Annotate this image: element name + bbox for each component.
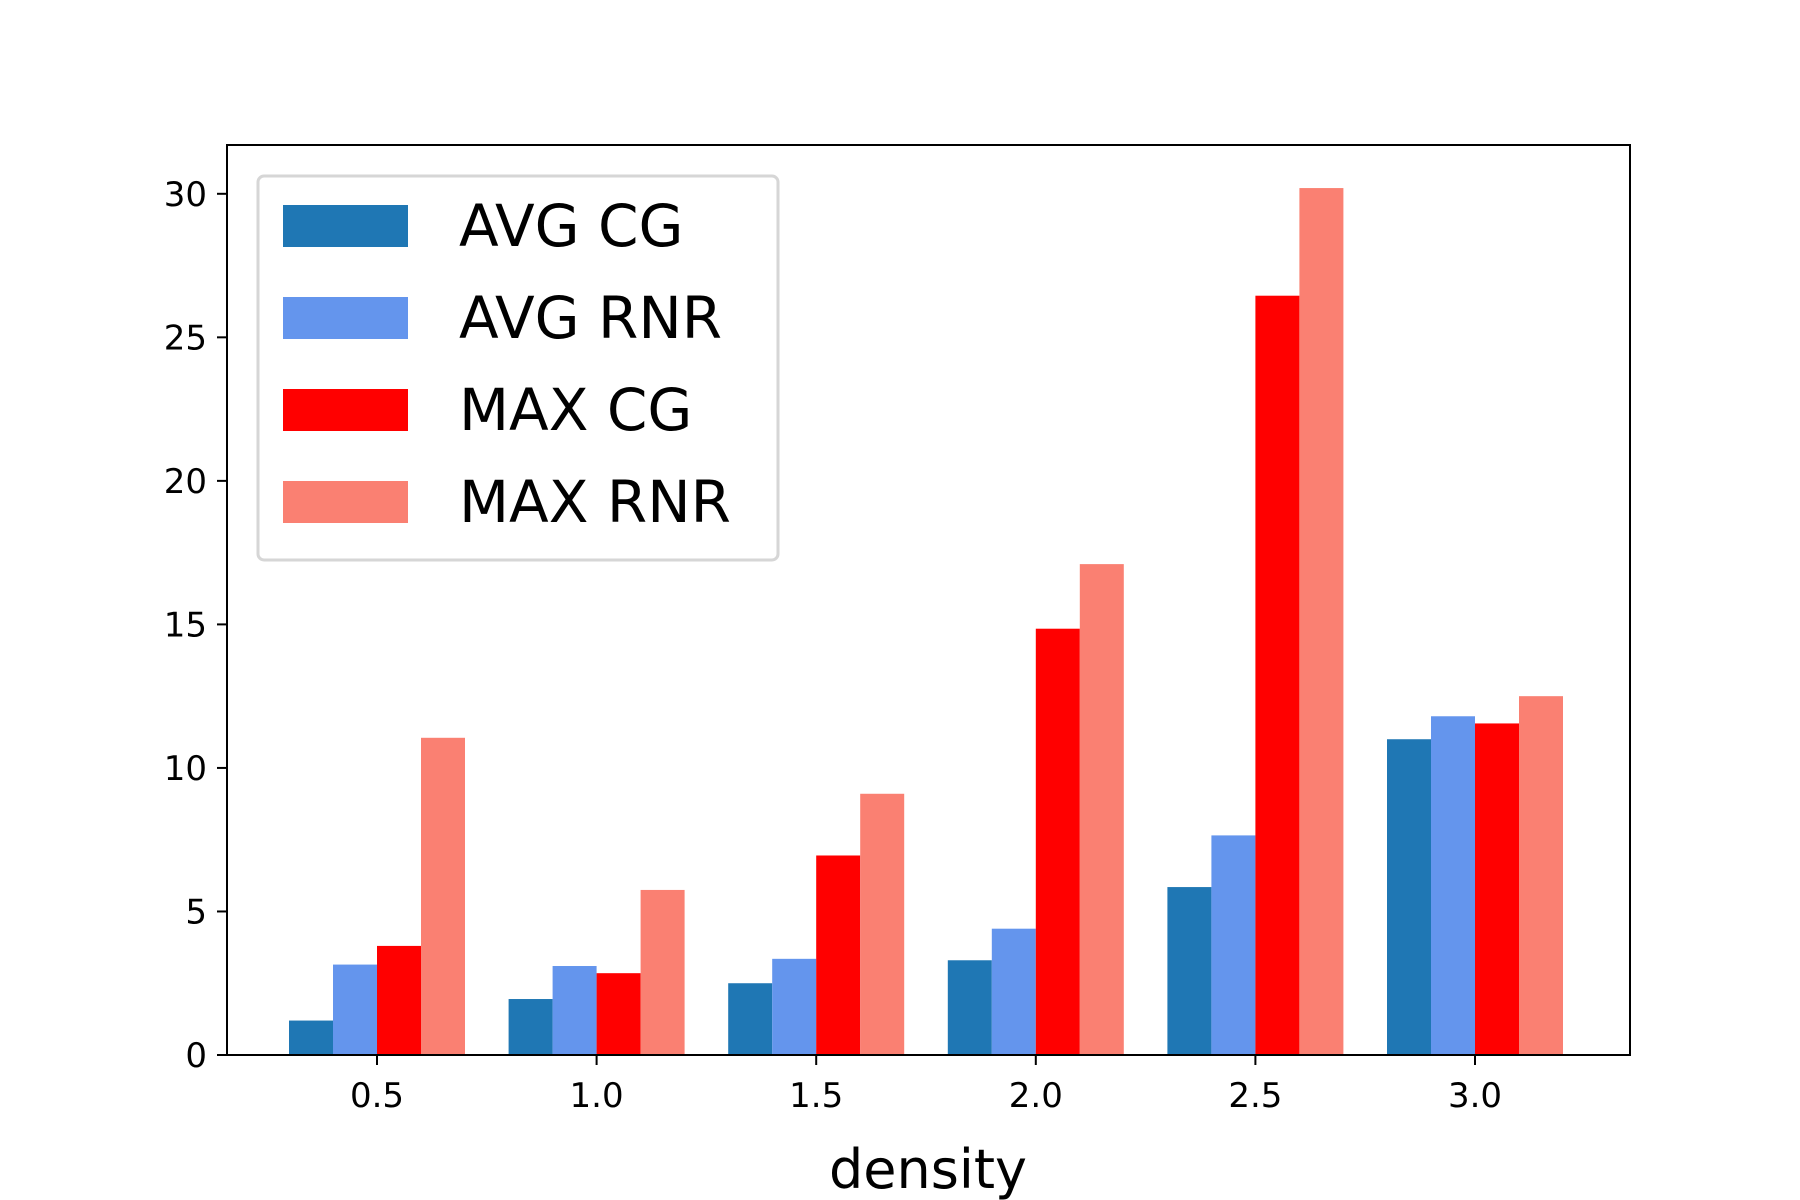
y-axis: 0 5 10 15 20 25 30: [164, 175, 227, 1076]
y-tick-label: 10: [164, 749, 207, 789]
x-tick-label: 2.5: [1228, 1076, 1282, 1116]
x-tick-label: 1.0: [570, 1076, 624, 1116]
bar-avg-cg-1.5: [728, 983, 773, 1055]
bar-max-rnr-2.5: [1299, 188, 1344, 1055]
x-axis: 0.5 1.0 1.5 2.0 2.5 3.0: [350, 1055, 1502, 1116]
bar-max-cg-1.0: [596, 973, 641, 1055]
legend-label-avg-rnr: AVG RNR: [459, 284, 722, 352]
x-tick-label: 2.0: [1009, 1076, 1063, 1116]
legend-swatch-avg-cg: [283, 205, 408, 247]
bar-avg-rnr-1.5: [772, 958, 817, 1055]
y-tick-label: 15: [164, 605, 207, 645]
y-tick-label: 0: [185, 1036, 207, 1076]
legend-frame: [256, 174, 780, 562]
bar-avg-rnr-2.0: [991, 928, 1036, 1055]
bar-max-cg-0.5: [377, 945, 421, 1055]
bar-avg-cg-3.0: [1387, 739, 1431, 1055]
x-axis-title: density: [829, 1138, 1027, 1200]
legend-label-max-rnr: MAX RNR: [459, 468, 731, 536]
y-tick-label: 30: [164, 175, 207, 215]
bar-max-rnr-1.5: [860, 793, 905, 1055]
bar-max-rnr-2.0: [1079, 564, 1124, 1055]
bar-avg-rnr-3.0: [1431, 716, 1475, 1055]
legend-swatch-max-rnr: [283, 481, 408, 523]
bar-avg-cg-2.5: [1167, 887, 1212, 1055]
plot-frame: [226, 144, 1631, 1056]
bar-max-cg-2.0: [1035, 628, 1080, 1055]
bars-layer: [289, 188, 1563, 1055]
bar-max-rnr-3.0: [1519, 696, 1563, 1055]
bar-avg-cg-2.0: [947, 960, 992, 1055]
bar-avg-cg-1.0: [508, 999, 553, 1055]
x-tick-label: 1.5: [789, 1076, 843, 1116]
legend-label-max-cg: MAX CG: [459, 376, 692, 444]
bar-avg-rnr-2.5: [1211, 835, 1256, 1055]
bar-max-cg-2.5: [1255, 295, 1300, 1055]
bar-max-rnr-1.0: [640, 889, 685, 1055]
bar-avg-rnr-0.5: [333, 964, 377, 1055]
x-tick-label: 3.0: [1448, 1076, 1502, 1116]
x-tick-label: 0.5: [350, 1076, 404, 1116]
bar-max-cg-3.0: [1475, 723, 1519, 1055]
bar-avg-rnr-1.0: [552, 966, 597, 1055]
bar-avg-cg-0.5: [289, 1020, 333, 1055]
legend-swatch-max-cg: [283, 389, 408, 431]
y-tick-label: 5: [185, 892, 207, 932]
y-tick-label: 20: [164, 462, 207, 502]
bar-max-rnr-0.5: [421, 737, 465, 1055]
legend-label-avg-cg: AVG CG: [459, 192, 683, 260]
legend-swatch-avg-rnr: [283, 297, 408, 339]
legend: AVG CG AVG RNR MAX CG MAX RNR: [256, 174, 780, 562]
bar-max-cg-1.5: [816, 855, 861, 1055]
y-tick-label: 25: [164, 318, 207, 358]
